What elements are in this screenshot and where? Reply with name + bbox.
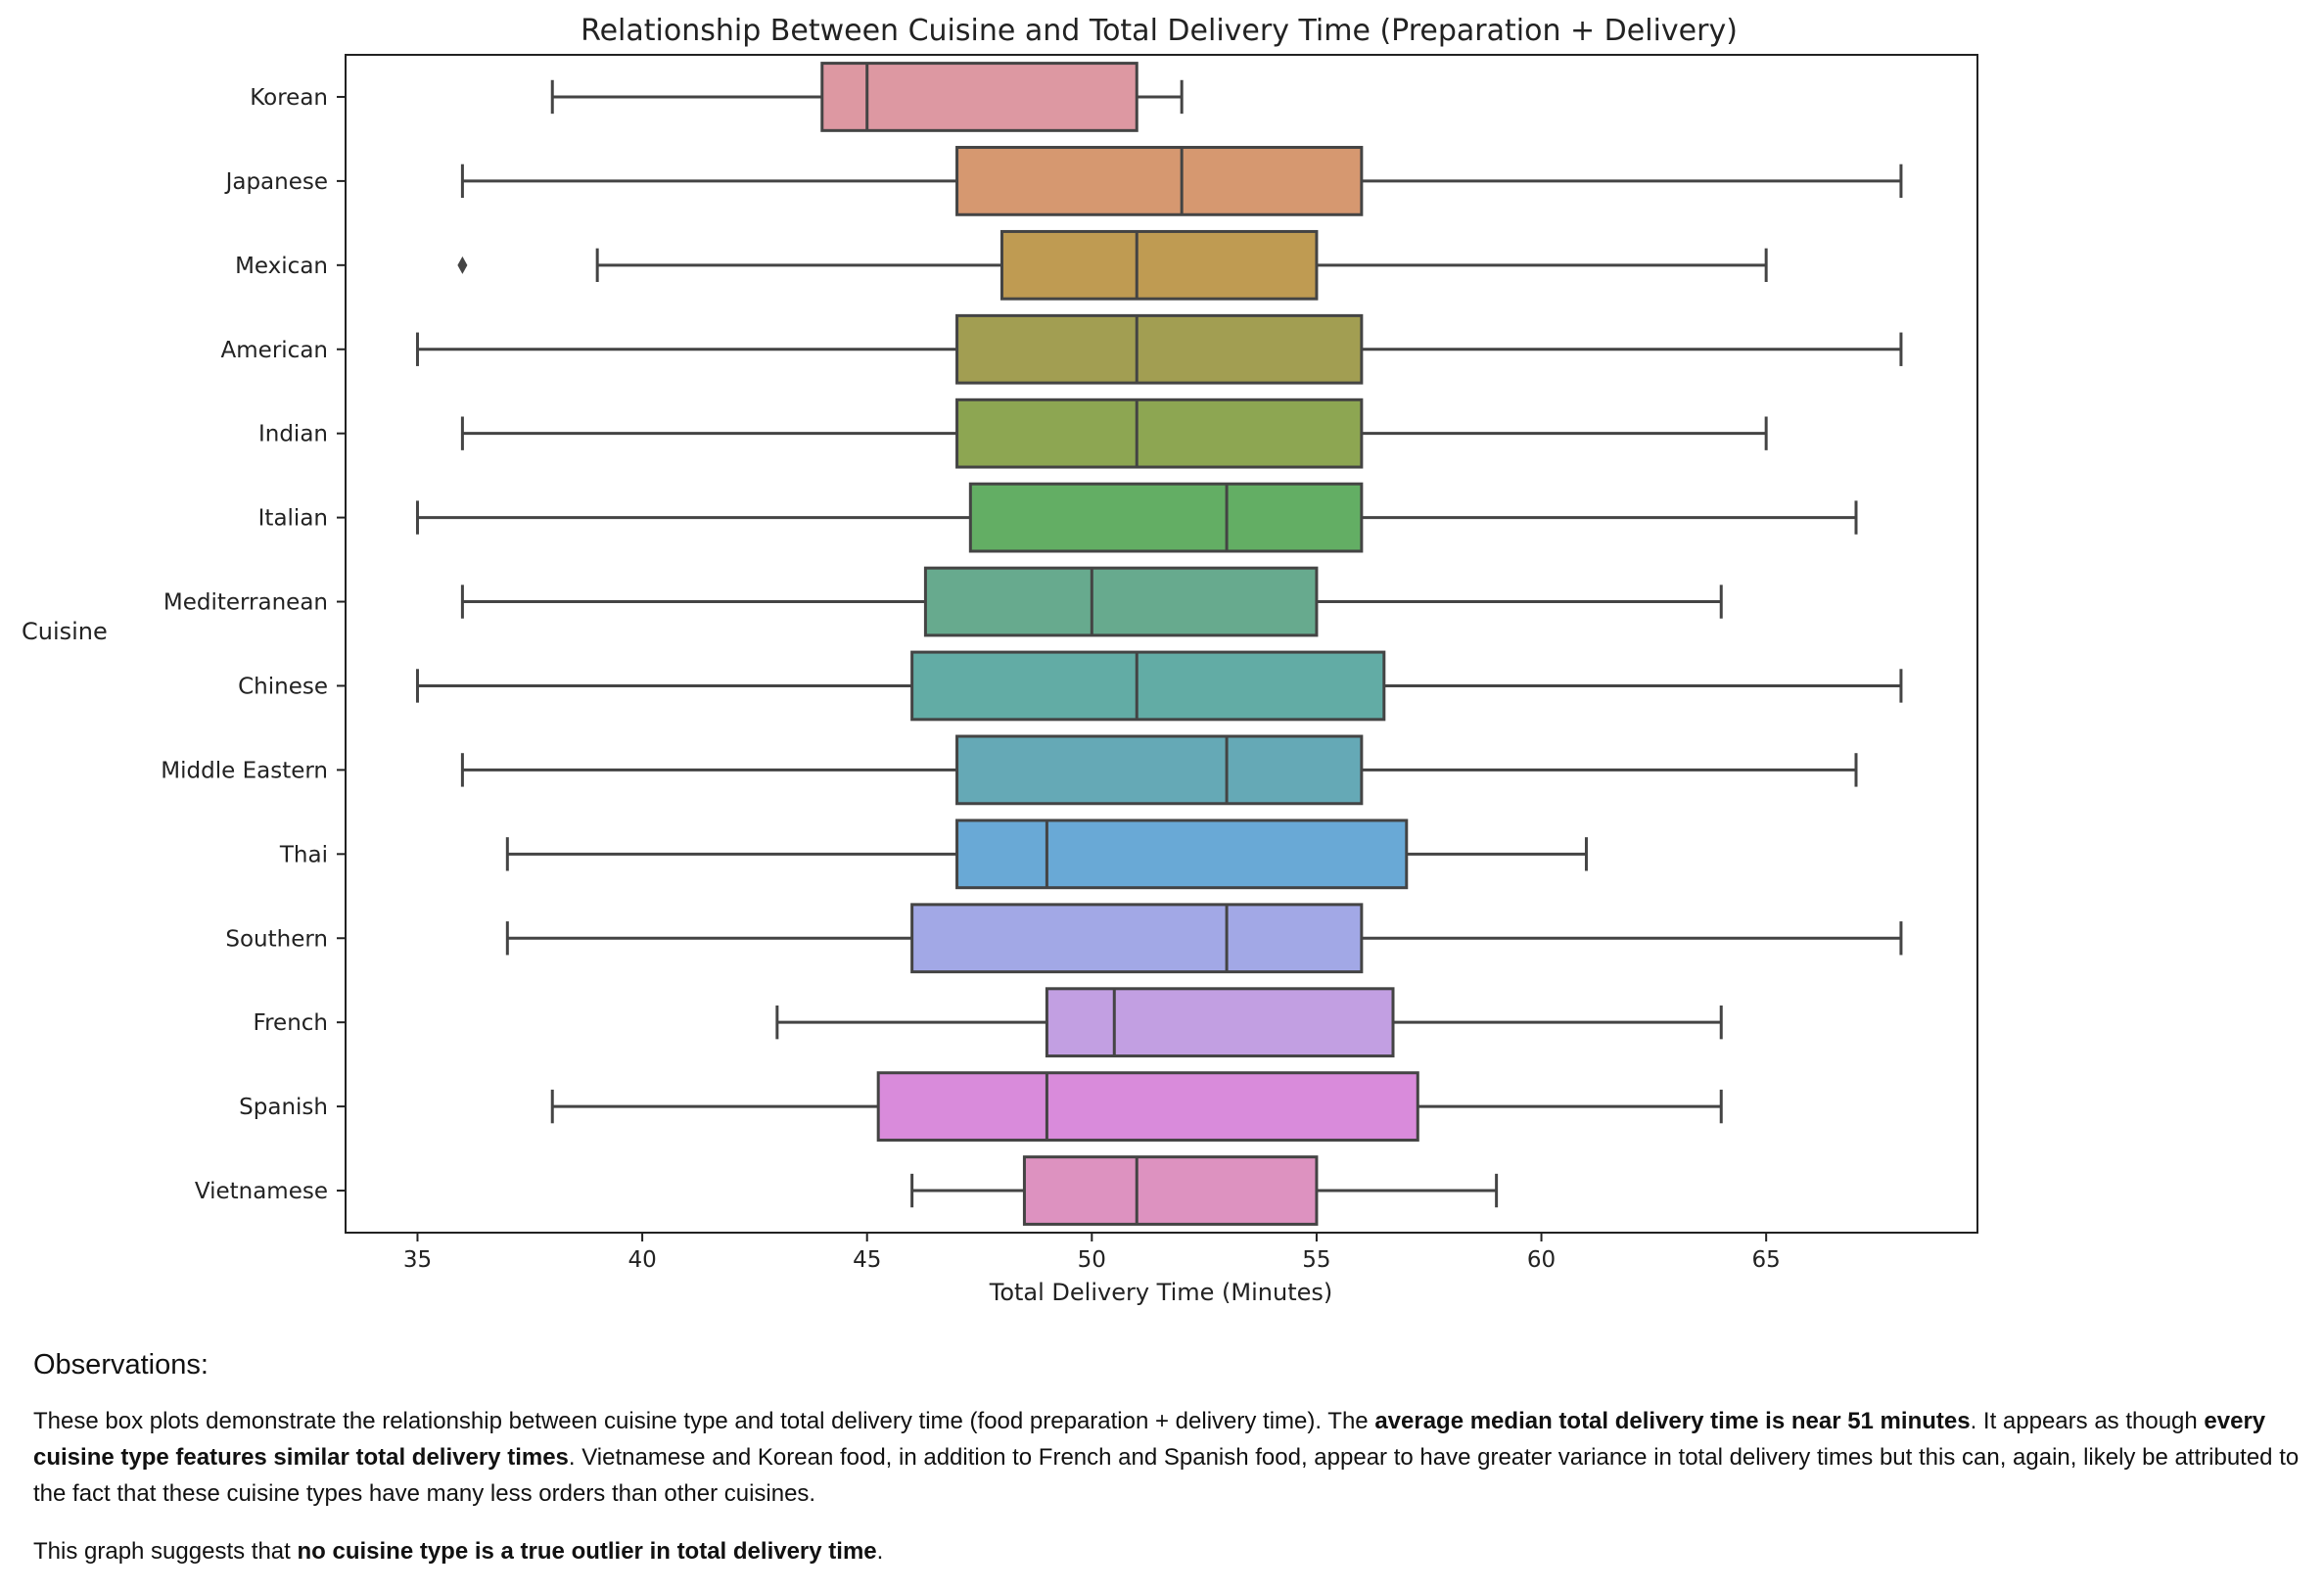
x-tick-label-35: 35 xyxy=(403,1247,432,1273)
y-tick-label-middle-eastern: Middle Eastern xyxy=(161,758,328,783)
box-plot-chart: Relationship Between Cuisine and Total D… xyxy=(22,14,1978,1306)
y-tick-label-southern: Southern xyxy=(225,926,328,952)
obs-bold-text: average median total delivery time is ne… xyxy=(1374,1408,1971,1434)
box-spanish xyxy=(876,1071,1419,1142)
obs-text: . xyxy=(876,1538,884,1565)
box-korean xyxy=(820,62,1139,132)
box-group-southern xyxy=(505,903,1903,974)
y-tick-label-indian: Indian xyxy=(258,422,328,447)
obs-text: . Vietnamese and Korean food, in additio… xyxy=(33,1444,2300,1507)
chart-marks xyxy=(415,62,1903,1226)
x-tick-label-60: 60 xyxy=(1527,1247,1556,1273)
obs-text: . It appears as though xyxy=(1970,1408,2205,1434)
y-tick-label-french: French xyxy=(254,1010,328,1036)
observations-paragraph-1: These box plots demonstrate the relation… xyxy=(33,1403,2304,1512)
box-french xyxy=(1045,987,1395,1058)
y-tick-label-vietnamese: Vietnamese xyxy=(195,1179,328,1204)
box-japanese xyxy=(955,146,1364,216)
box-thai xyxy=(955,819,1409,890)
y-axis-ticks: Korean Japanese Mexican American Indian Itali… xyxy=(161,85,346,1204)
box-vietnamese xyxy=(1022,1155,1319,1226)
box-indian xyxy=(955,398,1364,469)
chart-title: Relationship Between Cuisine and Total D… xyxy=(581,14,1738,48)
x-tick-label-40: 40 xyxy=(627,1247,656,1273)
box-group-japanese xyxy=(460,146,1903,216)
box-italian xyxy=(968,482,1364,553)
observations-heading: Observations: xyxy=(33,1349,209,1380)
box-chinese xyxy=(910,650,1386,722)
box-group-mexican xyxy=(457,229,1768,301)
box-group-american xyxy=(415,313,1903,385)
chart-svg: Relationship Between Cuisine and Total D… xyxy=(22,14,1978,1306)
box-group-vietnamese xyxy=(910,1155,1499,1226)
obs-bold-text: no cuisine type is a true outlier in tot… xyxy=(297,1538,877,1565)
box-group-korean xyxy=(550,62,1184,132)
observations-paragraph-2: This graph suggests that no cuisine type… xyxy=(33,1533,2304,1569)
box-southern xyxy=(910,903,1364,974)
box-group-thai xyxy=(505,819,1588,890)
y-tick-label-korean: Korean xyxy=(250,85,328,111)
y-tick-label-spanish: Spanish xyxy=(239,1095,328,1120)
obs-text: This graph suggests that xyxy=(33,1538,298,1565)
x-tick-label-65: 65 xyxy=(1752,1247,1781,1273)
obs-text: These box plots demonstrate the relation… xyxy=(33,1408,1375,1434)
box-group-spanish xyxy=(550,1071,1723,1142)
x-tick-label-50: 50 xyxy=(1078,1247,1106,1273)
box-group-italian xyxy=(415,482,1858,553)
x-axis-ticks: 35 40 45 50 55 60 65 xyxy=(403,1233,1781,1273)
x-tick-label-45: 45 xyxy=(853,1247,881,1273)
box-group-middle-eastern xyxy=(460,734,1858,806)
box-group-indian xyxy=(460,398,1768,469)
box-american xyxy=(955,313,1364,385)
box-mediterranean xyxy=(923,566,1319,637)
y-tick-label-italian: Italian xyxy=(258,506,328,532)
outlier-mexican-0 xyxy=(457,256,468,274)
y-tick-label-thai: Thai xyxy=(279,842,328,867)
y-axis-title: Cuisine xyxy=(22,618,108,645)
y-tick-label-american: American xyxy=(221,338,328,363)
x-tick-label-55: 55 xyxy=(1302,1247,1330,1273)
y-tick-label-chinese: Chinese xyxy=(238,674,328,699)
obs-bold-text: every cuisine type features similar tota… xyxy=(33,1408,2266,1471)
y-tick-label-mexican: Mexican xyxy=(235,254,328,279)
box-mexican xyxy=(999,229,1319,301)
y-tick-label-mediterranean: Mediterranean xyxy=(163,590,328,616)
box-group-mediterranean xyxy=(460,566,1723,637)
y-tick-label-japanese: Japanese xyxy=(224,169,328,195)
box-group-french xyxy=(775,987,1723,1058)
plot-area-frame xyxy=(345,54,1978,1234)
observations-section: Observations: These box plots demonstrat… xyxy=(33,1349,2304,1591)
box-middle-eastern xyxy=(955,734,1364,806)
x-axis-title: Total Delivery Time (Minutes) xyxy=(989,1279,1333,1306)
box-group-chinese xyxy=(415,650,1903,722)
